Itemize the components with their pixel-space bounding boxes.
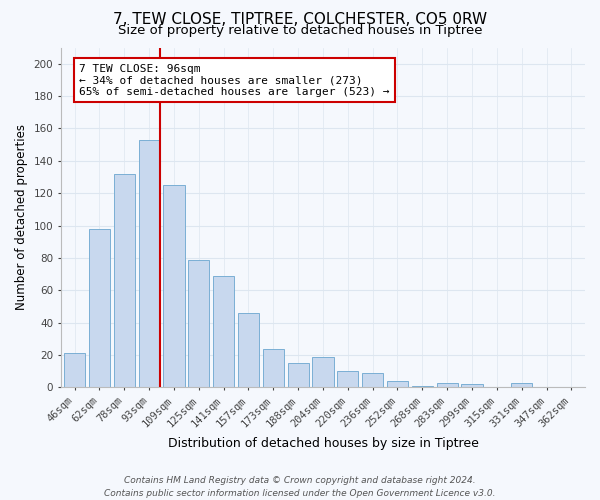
Bar [437,382,458,388]
Bar [337,372,358,388]
Bar [263,348,284,388]
Bar [238,313,259,388]
Bar [89,229,110,388]
X-axis label: Distribution of detached houses by size in Tiptree: Distribution of detached houses by size … [167,437,478,450]
Bar [287,363,308,388]
Bar [188,260,209,388]
Bar [139,140,160,388]
Bar [213,276,234,388]
Text: Contains HM Land Registry data © Crown copyright and database right 2024.
Contai: Contains HM Land Registry data © Crown c… [104,476,496,498]
Bar [387,381,408,388]
Bar [163,185,185,388]
Text: 7 TEW CLOSE: 96sqm
← 34% of detached houses are smaller (273)
65% of semi-detach: 7 TEW CLOSE: 96sqm ← 34% of detached hou… [79,64,389,97]
Bar [461,384,482,388]
Text: Size of property relative to detached houses in Tiptree: Size of property relative to detached ho… [118,24,482,37]
Bar [114,174,135,388]
Bar [64,354,85,388]
Bar [412,386,433,388]
Bar [313,356,334,388]
Text: 7, TEW CLOSE, TIPTREE, COLCHESTER, CO5 0RW: 7, TEW CLOSE, TIPTREE, COLCHESTER, CO5 0… [113,12,487,28]
Bar [362,373,383,388]
Bar [511,382,532,388]
Y-axis label: Number of detached properties: Number of detached properties [15,124,28,310]
